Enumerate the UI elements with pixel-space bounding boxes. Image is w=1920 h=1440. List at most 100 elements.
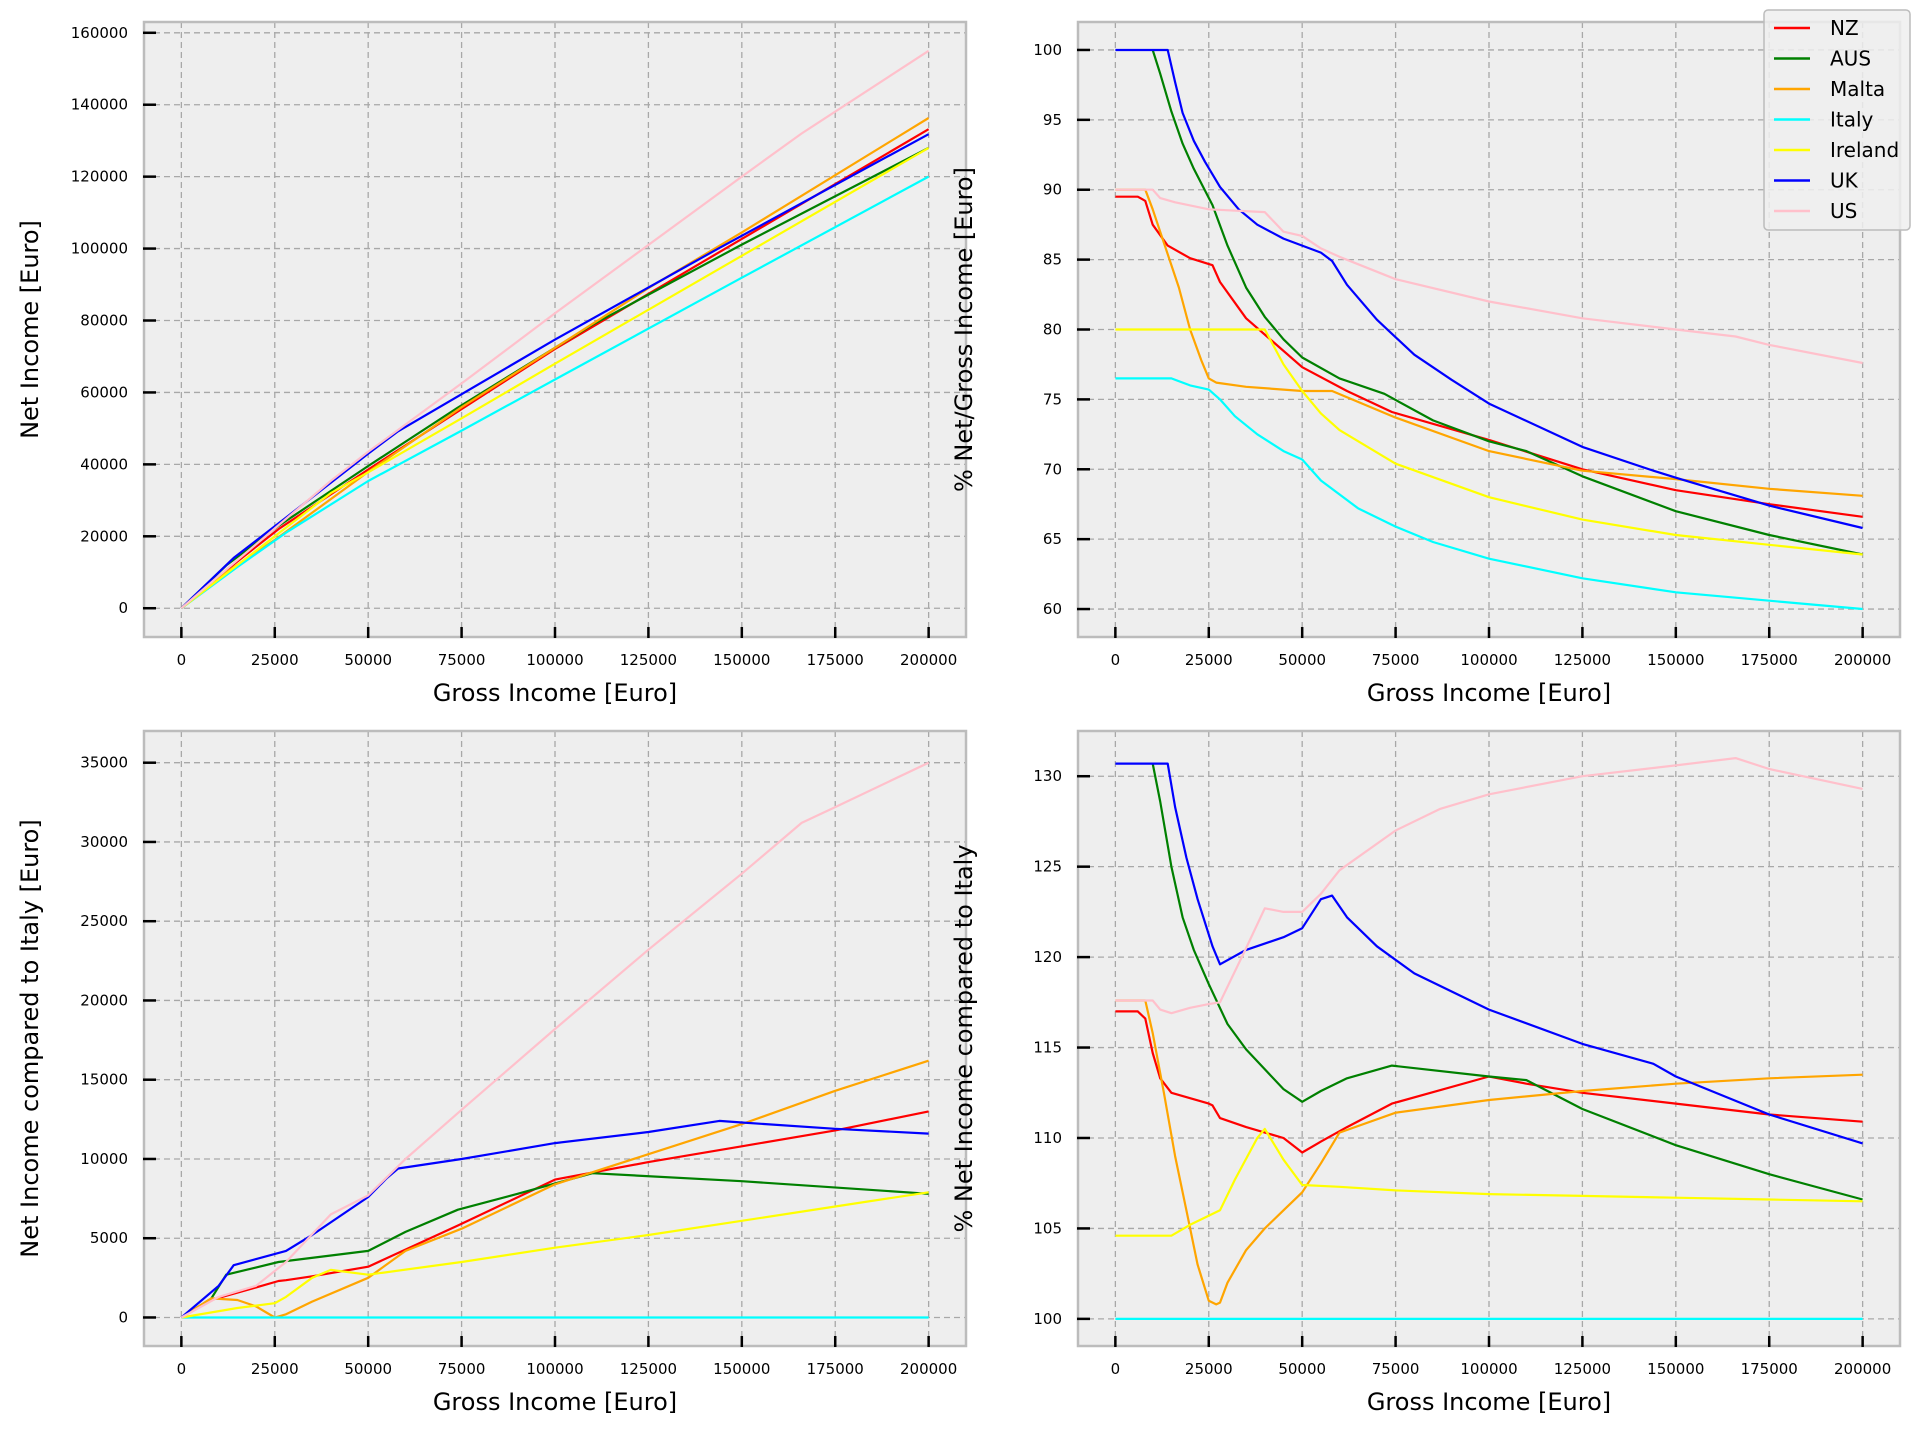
x-axis-label: Gross Income [Euro] <box>433 1388 677 1416</box>
x-tick-label: 50000 <box>344 651 392 669</box>
series-line-uk <box>1115 48 1863 530</box>
y-axis-label: % Net Income compared to Italy <box>950 844 978 1232</box>
y-tick-label: 20000 <box>80 527 128 545</box>
series-line-us <box>180 761 930 1319</box>
x-tick-label: 125000 <box>620 1360 677 1378</box>
legend-box <box>1763 9 1911 231</box>
x-tick-label: 200000 <box>1834 651 1891 669</box>
series-line-ireland <box>181 1191 929 1319</box>
series-line-uk <box>180 133 930 609</box>
y-tick-label: 60 <box>1043 600 1062 618</box>
legend-label-malta: Malta <box>1830 77 1885 101</box>
x-tick-label: 100000 <box>526 651 583 669</box>
series-line-us <box>180 49 930 610</box>
x-tick-label: 150000 <box>713 1360 770 1378</box>
series-line-malta <box>1115 188 1863 497</box>
x-tick-label: 25000 <box>251 651 299 669</box>
y-axis-label: Net Income compared to Italy [Euro] <box>16 819 44 1257</box>
legend-label-uk: UK <box>1830 169 1859 193</box>
series-line-us <box>1115 188 1863 365</box>
series-line-aus <box>1151 763 1863 1201</box>
x-tick-label: 75000 <box>438 1360 486 1378</box>
series-line-ireland <box>1115 328 1863 556</box>
x-tick-label: 75000 <box>438 651 486 669</box>
y-tick-label: 65 <box>1043 530 1062 548</box>
x-tick-label: 25000 <box>1185 1360 1233 1378</box>
x-tick-label: 25000 <box>1185 651 1233 669</box>
y-tick-label: 80000 <box>80 312 128 330</box>
x-tick-label: 200000 <box>1834 1360 1891 1378</box>
y-axis-label: % Net/Gross Income [Euro] <box>950 167 978 492</box>
y-tick-label: 20000 <box>80 991 128 1009</box>
series-line-malta <box>1115 999 1863 1306</box>
y-tick-label: 80 <box>1043 321 1062 339</box>
y-tick-label: 100 <box>1033 41 1062 59</box>
x-tick-label: 150000 <box>1647 651 1704 669</box>
y-axis-label: Net Income [Euro] <box>16 220 44 439</box>
series-line-nz <box>1115 1010 1863 1154</box>
y-tick-label: 105 <box>1033 1219 1062 1237</box>
series-line-uk <box>1115 762 1863 1145</box>
x-tick-label: 0 <box>177 1360 187 1378</box>
y-tick-label: 140000 <box>71 96 128 114</box>
subplot-1: 0 25000 50000 75000 100000 125000 150000 175000… <box>16 20 968 707</box>
series-line-nz <box>1115 195 1863 518</box>
x-tick-label: 0 <box>1111 651 1121 669</box>
x-tick-label: 0 <box>1111 1360 1121 1378</box>
series-line-ireland <box>1115 1127 1863 1237</box>
y-tick-label: 90 <box>1043 181 1062 199</box>
y-tick-label: 0 <box>118 599 128 617</box>
y-tick-label: 10000 <box>80 1150 128 1168</box>
y-tick-label: 5000 <box>90 1229 128 1247</box>
y-tick-label: 70 <box>1043 460 1062 478</box>
y-tick-label: 35000 <box>80 754 128 772</box>
subplot-4: 0 25000 50000 75000 100000 125000 150000 175000… <box>950 729 1902 1416</box>
series-line-italy <box>1115 377 1863 611</box>
x-tick-label: 50000 <box>1278 651 1326 669</box>
x-tick-label: 50000 <box>1278 1360 1326 1378</box>
x-tick-label: 175000 <box>807 1360 864 1378</box>
y-tick-label: 0 <box>118 1308 128 1326</box>
y-tick-label: 130 <box>1033 767 1062 785</box>
x-tick-label: 75000 <box>1372 651 1420 669</box>
x-tick-label: 50000 <box>344 1360 392 1378</box>
x-tick-label: 100000 <box>1460 651 1517 669</box>
subplot-3: 0 25000 50000 75000 100000 125000 150000 175000… <box>16 729 968 1416</box>
y-tick-label: 100 <box>1033 1310 1062 1328</box>
series-line-uk <box>180 1119 929 1319</box>
x-tick-label: 200000 <box>900 1360 957 1378</box>
y-tick-label: 160000 <box>71 24 128 42</box>
y-tick-label: 85 <box>1043 251 1062 269</box>
y-tick-label: 125 <box>1033 858 1062 876</box>
series-line-malta <box>180 1059 929 1319</box>
y-tick-label: 75 <box>1043 390 1062 408</box>
series-line-us <box>1115 757 1863 1015</box>
x-tick-label: 25000 <box>251 1360 299 1378</box>
y-tick-label: 95 <box>1043 111 1062 129</box>
y-tick-label: 100000 <box>71 240 128 258</box>
x-tick-label: 175000 <box>1741 651 1798 669</box>
x-tick-label: 125000 <box>620 651 677 669</box>
legend-label-aus: AUS <box>1830 47 1871 71</box>
x-tick-label: 0 <box>177 651 187 669</box>
x-tick-label: 75000 <box>1372 1360 1420 1378</box>
x-tick-label: 150000 <box>1647 1360 1704 1378</box>
legend-label-us: US <box>1830 199 1857 223</box>
series-line-aus <box>180 146 930 609</box>
series-line-ireland <box>180 146 930 610</box>
series-line-italy <box>180 175 930 610</box>
y-tick-label: 110 <box>1033 1129 1062 1147</box>
y-tick-label: 120000 <box>71 168 128 186</box>
x-tick-label: 125000 <box>1554 1360 1611 1378</box>
legend-label-italy: Italy <box>1830 108 1874 132</box>
legend-label-nz: NZ <box>1830 16 1859 40</box>
x-tick-label: 175000 <box>807 651 864 669</box>
y-tick-label: 120 <box>1033 948 1062 966</box>
x-tick-label: 175000 <box>1741 1360 1798 1378</box>
x-axis-label: Gross Income [Euro] <box>1367 679 1611 707</box>
legend: NZ AUS Malta Italy Ireland UK US <box>1763 9 1911 231</box>
subplot-2: 0 25000 50000 75000 100000 125000 150000 175000… <box>950 20 1902 707</box>
x-tick-label: 150000 <box>713 651 770 669</box>
x-axis-label: Gross Income [Euro] <box>1367 1388 1611 1416</box>
